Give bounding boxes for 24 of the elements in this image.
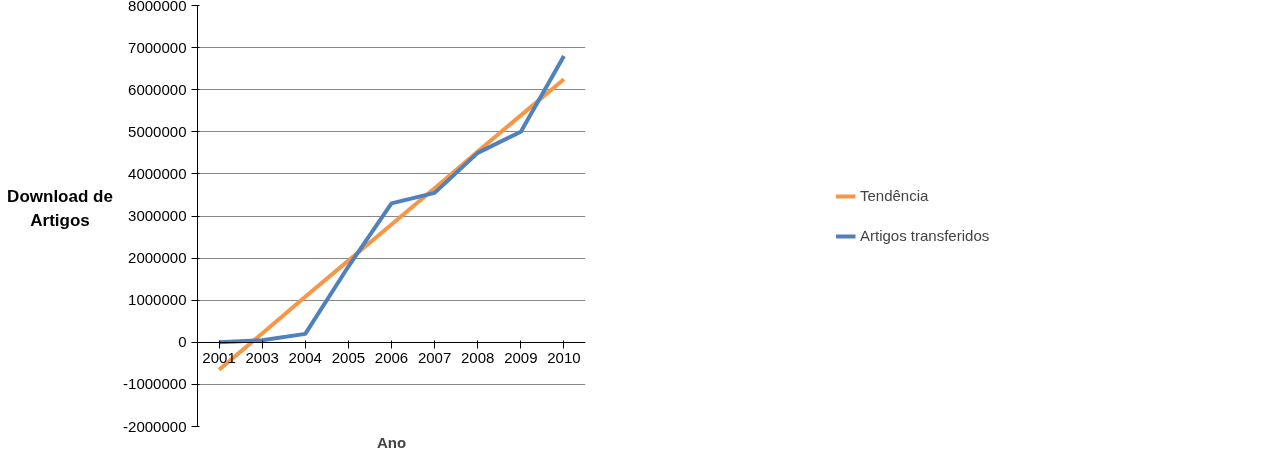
y-tick-label: 3000000: [128, 207, 187, 224]
y-tick-label: -2000000: [123, 417, 187, 435]
y-tick-label: -1000000: [123, 375, 187, 393]
y-tick-label: 1000000: [128, 291, 187, 309]
x-tick-label: 2010: [547, 349, 581, 367]
x-tick-label: 2005: [331, 349, 366, 367]
y-tick-label: 8000000: [128, 0, 187, 14]
x-tick-label: 2007: [417, 349, 452, 367]
y-tick-label: 6000000: [128, 80, 187, 98]
y-axis-title: Download de Artigos: [6, 186, 114, 233]
y-tick-label: 2000000: [128, 249, 187, 267]
x-tick-label: 2009: [504, 349, 538, 367]
x-tick-label: 2003: [245, 349, 279, 367]
x-tick-label: 2004: [288, 349, 322, 367]
y-tick-label: 4000000: [128, 164, 187, 182]
line-series: [217, 54, 566, 345]
legend-label: Artigos transferidos: [860, 227, 991, 244]
x-axis-title: Ano: [376, 433, 407, 451]
x-tick-label: 2006: [374, 349, 409, 367]
y-tick-label: 7000000: [128, 38, 187, 56]
y-tick-label: 5000000: [128, 122, 187, 140]
x-tick-label: 2008: [461, 349, 495, 367]
legend-label: Tendência: [860, 187, 930, 204]
y-tick-label: 0: [178, 333, 187, 351]
